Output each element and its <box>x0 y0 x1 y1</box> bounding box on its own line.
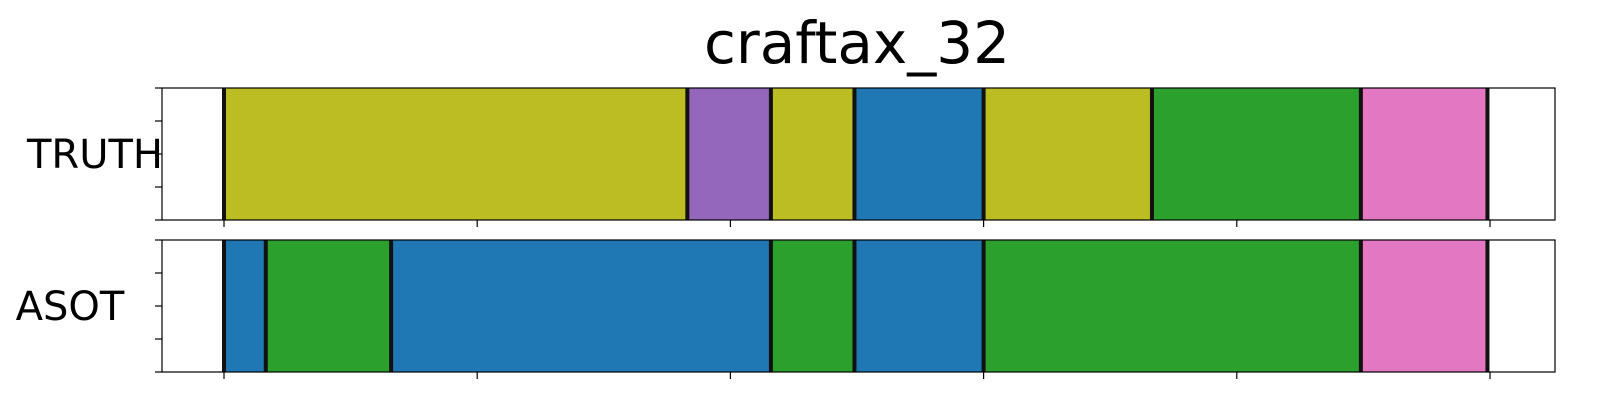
segment-truth-4 <box>983 88 1152 220</box>
segment-asot-1 <box>265 240 392 372</box>
segment-asot-3 <box>770 240 855 372</box>
row-label-truth: TRUTH <box>26 132 163 178</box>
rows-layer: TRUTH ASOT <box>16 87 1556 379</box>
segment-asot-4 <box>854 240 984 372</box>
segment-asot-0 <box>224 240 266 372</box>
row-label-asot: ASOT <box>16 284 125 330</box>
segment-truth-3 <box>854 88 984 220</box>
segment-truth-6 <box>1360 88 1488 220</box>
segment-truth-0 <box>224 88 688 220</box>
segment-truth-2 <box>770 88 855 220</box>
segment-truth-1 <box>687 88 771 220</box>
row-asot: ASOT <box>16 239 1556 379</box>
segment-asot-6 <box>1360 240 1488 372</box>
segment-truth-5 <box>1151 88 1361 220</box>
segment-asot-2 <box>391 240 771 372</box>
segment-asot-5 <box>983 240 1361 372</box>
row-truth: TRUTH <box>26 87 1556 227</box>
chart-title: craftax_32 <box>704 9 1010 77</box>
